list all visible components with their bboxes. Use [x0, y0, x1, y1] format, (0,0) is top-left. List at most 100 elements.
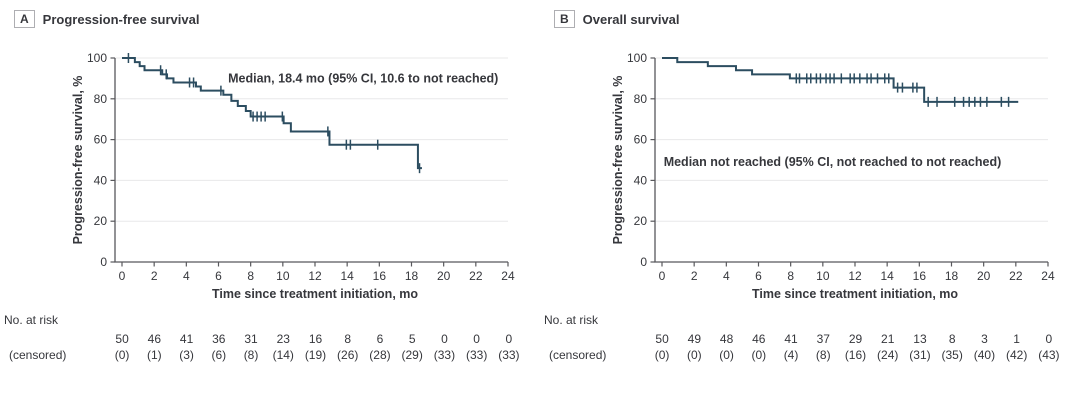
- at-risk-value: 31: [244, 332, 258, 346]
- panel-b-risk-values: 50 (0) 49 (0) 48 (0) 46 (0) 41 (4) 37 (8) 29 (16) 21 (2…: [646, 312, 1065, 363]
- at-risk-value: 21: [881, 332, 895, 346]
- at-risk-value: 8: [948, 332, 956, 346]
- panel-a-risk-table: No. at risk (censored) 50 (0) 46 (1) 41 (3) 36…: [0, 308, 540, 378]
- censored-value: (28): [369, 348, 391, 362]
- risk-cell: 49 (0): [678, 312, 710, 363]
- x-tick-label: 4: [723, 269, 730, 283]
- censored-value: (40): [973, 348, 996, 362]
- x-tick-label: 22: [1009, 269, 1023, 283]
- at-risk-value: 13: [913, 332, 927, 346]
- risk-cell: 50 (0): [646, 312, 678, 363]
- risk-cell: 36 (6): [203, 312, 235, 363]
- censored-value: (42): [1005, 348, 1028, 362]
- censored-value: (24): [877, 348, 899, 362]
- panel-b: B Overall survival 0 20 40 60 80 100 0 2 4 6 8 10 12…: [540, 0, 1080, 400]
- y-tick-label: 100: [87, 51, 107, 65]
- x-tick-label: 14: [340, 269, 354, 283]
- risk-cell: 21 (24): [872, 312, 904, 363]
- censored-value: (33): [433, 348, 456, 362]
- at-risk-value: 36: [212, 332, 226, 346]
- x-tick-label: 22: [469, 269, 483, 283]
- panel-a-title: Progression-free survival: [42, 11, 200, 27]
- y-tick-label: 60: [94, 133, 108, 147]
- risk-cell: 0 (33): [428, 312, 460, 363]
- censored-value: (0): [114, 348, 130, 362]
- panel-a: A Progression-free survival 0 20 40 60 80 100…: [0, 10, 540, 378]
- at-risk-value: 0: [473, 332, 480, 346]
- at-risk-value: 41: [784, 332, 798, 346]
- censored-value: (35): [941, 348, 963, 362]
- x-axis-title: Time since treatment initiation, mo: [212, 287, 418, 301]
- y-tick-label: 20: [634, 214, 648, 228]
- at-risk-value: 48: [719, 332, 734, 346]
- risk-cell: 46 (0): [743, 312, 775, 363]
- censored-value: (33): [465, 348, 488, 362]
- risk-cell: 41 (4): [775, 312, 807, 363]
- x-tick-label: 12: [308, 269, 322, 283]
- censored-value: (43): [1038, 348, 1060, 362]
- censored-value: (8): [243, 348, 259, 362]
- x-tick-label: 24: [501, 269, 515, 283]
- risk-cell: 0 (33): [461, 312, 493, 363]
- censored-value: (0): [654, 348, 670, 362]
- y-tick-label: 80: [634, 92, 648, 106]
- x-tick-label: 0: [659, 269, 666, 283]
- x-tick-label: 0: [119, 269, 126, 283]
- x-tick-label: 6: [755, 269, 762, 283]
- risk-cell: 1 (42): [1001, 312, 1033, 363]
- at-risk-value: 49: [687, 332, 702, 346]
- at-risk-value: 41: [179, 332, 194, 346]
- risk-cell: 8 (26): [332, 312, 364, 363]
- risk-label-at-risk: No. at risk: [544, 313, 599, 327]
- x-tick-label: 16: [373, 269, 387, 283]
- at-risk-value: 46: [752, 332, 766, 346]
- censored-value: (16): [844, 348, 867, 362]
- survival-curve: [662, 57, 1019, 103]
- at-risk-value: 1: [1013, 332, 1020, 346]
- x-tick-label: 8: [247, 269, 254, 283]
- panel-b-label-box: B: [554, 10, 575, 28]
- risk-table-labels: No. at risk (censored): [4, 312, 66, 363]
- x-tick-label: 18: [945, 269, 959, 283]
- x-tick-label: 14: [880, 269, 894, 283]
- risk-cell: 5 (29): [396, 312, 428, 363]
- x-tick-label: 10: [276, 269, 290, 283]
- x-tick-label: 2: [151, 269, 158, 283]
- x-tick-label: 20: [437, 269, 451, 283]
- risk-cell: 50 (0): [106, 312, 138, 363]
- risk-cell: 23 (14): [267, 312, 299, 363]
- y-tick-label: 20: [94, 214, 108, 228]
- y-tick-label: 0: [640, 255, 647, 269]
- panel-a-risk-values: 50 (0) 46 (1) 41 (3) 36 (6) 31 (8) 23 (14) 16 (19) 8 (2…: [106, 312, 525, 363]
- x-tick-label: 24: [1041, 269, 1055, 283]
- at-risk-value: 16: [308, 332, 323, 346]
- censored-value: (31): [909, 348, 931, 362]
- censored-value: (19): [304, 348, 327, 362]
- at-risk-value: 0: [505, 332, 513, 346]
- risk-cell: 0 (33): [493, 312, 525, 363]
- risk-cell: 31 (8): [235, 312, 267, 363]
- x-tick-label: 16: [913, 269, 927, 283]
- at-risk-value: 3: [981, 332, 988, 346]
- risk-label-censored: (censored): [549, 348, 607, 362]
- censored-value: (8): [815, 348, 831, 362]
- y-tick-label: 100: [627, 51, 647, 65]
- y-tick-label: 60: [634, 133, 648, 147]
- x-tick-label: 6: [215, 269, 222, 283]
- risk-label-at-risk: No. at risk: [4, 313, 59, 327]
- x-tick-label: 2: [691, 269, 698, 283]
- risk-cell: 37 (8): [807, 312, 839, 363]
- at-risk-value: 50: [655, 332, 669, 346]
- x-tick-label: 4: [183, 269, 190, 283]
- y-tick-label: 0: [100, 255, 107, 269]
- censored-value: (6): [211, 348, 227, 362]
- risk-cell: 0 (43): [1033, 312, 1065, 363]
- censored-value: (1): [147, 348, 162, 362]
- risk-cell: 6 (28): [364, 312, 396, 363]
- panel-b-header: B Overall survival: [554, 10, 680, 28]
- survival-curve: [122, 57, 422, 170]
- risk-label-censored: (censored): [9, 348, 67, 362]
- risk-cell: 29 (16): [839, 312, 871, 363]
